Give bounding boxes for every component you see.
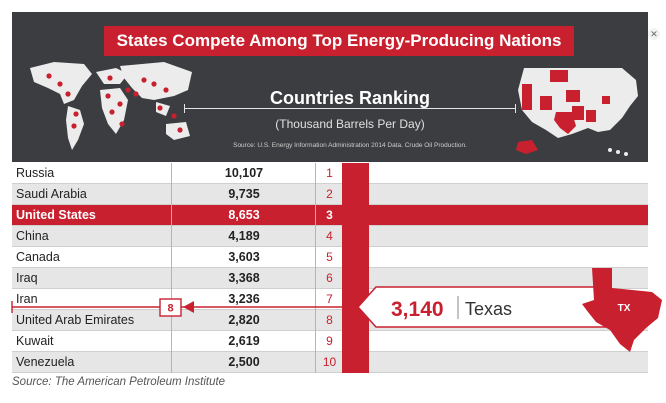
data-source-note: Source: U.S. Energy Information Administ… (233, 142, 467, 149)
close-icon[interactable]: ✕ (648, 28, 660, 40)
country-label: United Arab Emirates (16, 313, 135, 327)
callout-rank-box (159, 298, 182, 317)
heading-rule (184, 108, 516, 109)
title-banner: States Compete Among Top Energy-Producin… (104, 26, 574, 56)
column-divider-rank (315, 163, 316, 373)
rank-label: 1 (326, 166, 333, 180)
production-value: 2,619 (228, 334, 260, 348)
country-label: United States (16, 208, 96, 222)
rank-label: 8 (326, 313, 333, 327)
rule-right-tick (515, 104, 516, 113)
country-label: Iran (16, 292, 38, 306)
production-value: 8,653 (228, 208, 260, 222)
country-label: Iraq (16, 271, 38, 285)
rule-left-tick (184, 104, 185, 113)
header-panel: States Compete Among Top Energy-Producin… (12, 12, 660, 162)
production-value: 2,500 (228, 355, 260, 369)
rank-column-edge (342, 163, 343, 373)
source-caption: Source: The American Petroleum Institute (12, 376, 226, 388)
production-value: 10,107 (224, 166, 264, 180)
country-label: Kuwait (16, 334, 54, 348)
column-divider-value (171, 163, 172, 373)
country-label: China (16, 229, 49, 243)
production-value: 9,735 (228, 187, 260, 201)
rank-label: 4 (326, 229, 333, 243)
rank-label: 6 (326, 271, 333, 285)
callout-value: 3,140 (391, 298, 444, 321)
accent-column-bar (343, 163, 369, 373)
production-value: 3,236 (228, 292, 260, 306)
rank-label: 10 (322, 355, 337, 369)
rank-label: 3 (326, 208, 333, 222)
units-label: (Thousand Barrels Per Day) (275, 117, 425, 131)
chart-heading: Countries Ranking (269, 88, 430, 108)
world-map-icon (30, 62, 192, 150)
country-label: Canada (16, 250, 60, 264)
country-label: Russia (16, 166, 55, 180)
production-value: 2,820 (228, 313, 260, 327)
callout-state: Texas (465, 299, 512, 319)
country-label: Venezuela (16, 355, 75, 369)
production-value: 3,603 (228, 250, 260, 264)
texas-abbr: TX (618, 303, 631, 314)
rank-label: 5 (326, 250, 333, 264)
production-value: 4,189 (228, 229, 260, 243)
rank-label: 9 (326, 334, 333, 348)
texas-icon (582, 268, 662, 352)
country-label: Saudi Arabia (16, 187, 87, 201)
callout-rank: 8 (167, 303, 173, 315)
rank-label: 2 (326, 187, 333, 201)
rank-label: 7 (326, 292, 333, 306)
us-map-icon (516, 68, 638, 156)
callout-arrowhead (183, 301, 194, 313)
production-value: 3,368 (228, 271, 260, 285)
